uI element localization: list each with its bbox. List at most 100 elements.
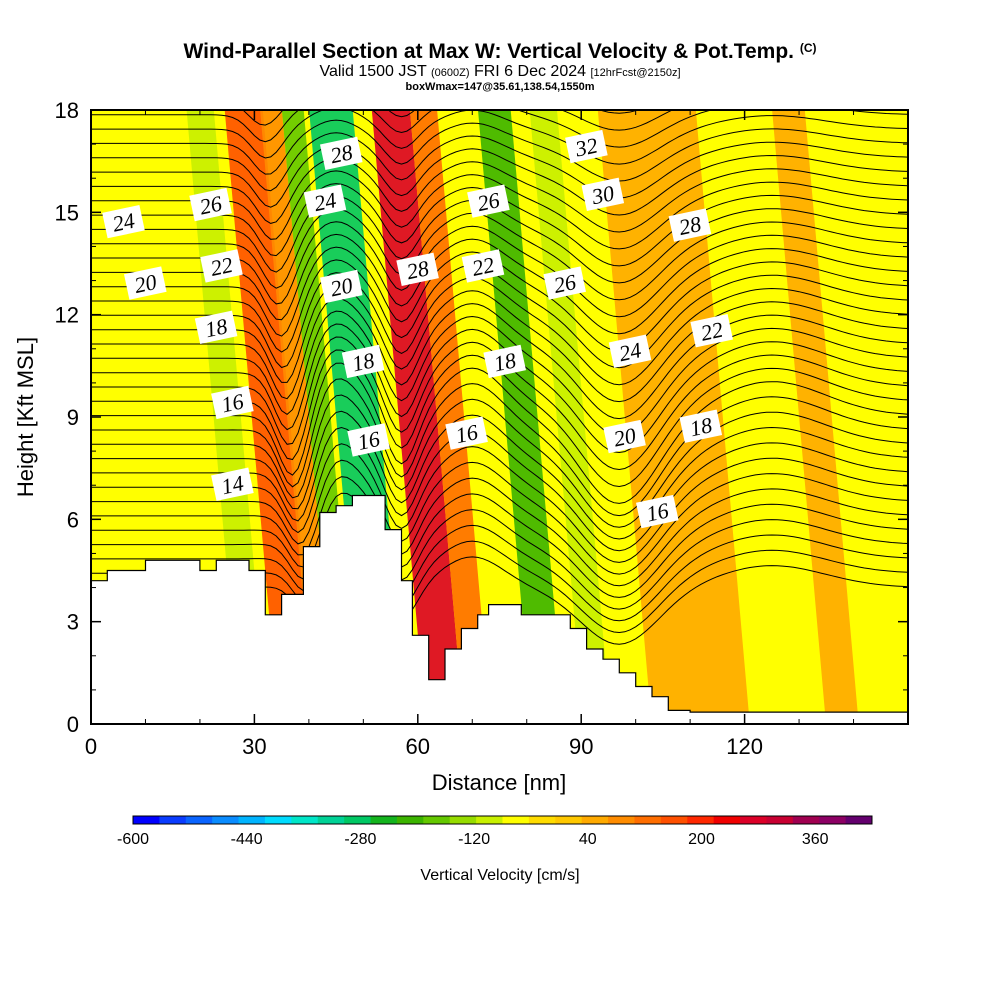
- theta-label: 26: [543, 266, 586, 300]
- theta-label: 28: [320, 136, 363, 170]
- colorbar-swatch: [396, 816, 424, 824]
- theta-label: 28: [668, 208, 712, 242]
- y-axis-title: Height [Kft MSL]: [13, 337, 38, 497]
- colorbar-tick-label: -600: [117, 831, 149, 848]
- theta-label: 20: [603, 419, 646, 454]
- colorbar-swatch: [766, 816, 794, 824]
- theta-label-bg: [320, 269, 363, 304]
- chart-subtitle: Valid 1500 JST (0600Z) FRI 6 Dec 2024 [1…: [319, 63, 681, 80]
- theta-contour-line: [91, 524, 908, 622]
- theta-label-bg: [565, 129, 608, 164]
- w-band: [597, 110, 750, 724]
- theta-label-bg: [211, 385, 254, 420]
- x-tick-label: 0: [85, 734, 97, 759]
- theta-label-text: 20: [328, 272, 355, 301]
- theta-label-bg: [543, 266, 586, 300]
- theta-contour-line: [91, 208, 908, 301]
- colorbar-swatch: [634, 816, 662, 824]
- colorbar-tick-label: -280: [344, 831, 376, 848]
- theta-label-bg: [690, 314, 733, 348]
- colorbar-swatch: [344, 816, 371, 824]
- colorbar-swatch: [792, 816, 820, 824]
- theta-label-text: 24: [110, 208, 137, 237]
- theta-contour-line: [91, 44, 908, 79]
- theta-label-bg: [189, 187, 232, 222]
- theta-label-bg: [124, 266, 167, 300]
- y-tick-label: 18: [55, 98, 79, 123]
- theta-label-text: 16: [219, 388, 246, 417]
- colorbar: -600 -440 -280 -120 40 200 360: [117, 815, 873, 848]
- colorbar-frame: [132, 815, 873, 825]
- theta-label-bg: [679, 409, 723, 443]
- x-axis-title: Distance [nm]: [432, 770, 567, 795]
- theta-label-text: 26: [197, 190, 224, 219]
- theta-contour-line: [91, 378, 908, 517]
- theta-label-bg: [341, 344, 385, 379]
- theta-label: 24: [303, 184, 347, 218]
- x-tick-label: 90: [569, 734, 593, 759]
- theta-contour-line: [91, 157, 908, 233]
- theta-label-bg: [200, 249, 243, 283]
- theta-contour-line: [91, 459, 908, 575]
- theta-label-text: 20: [611, 422, 638, 451]
- theta-contour-line: [91, 492, 908, 598]
- colorbar-swatch: [238, 816, 266, 824]
- x-tick-label: 30: [242, 734, 266, 759]
- colorbar-tick-label: -440: [231, 831, 263, 848]
- colorbar-swatch: [528, 816, 556, 824]
- colorbar-swatch: [819, 816, 846, 824]
- theta-label-bg: [445, 416, 488, 450]
- theta-label: 20: [320, 269, 363, 304]
- theta-contour-line: [91, 110, 908, 165]
- terrain: [90, 494, 909, 725]
- colorbar-swatch: [291, 816, 319, 824]
- colorbar-swatch: [845, 816, 873, 824]
- theta-label: 18: [483, 344, 526, 379]
- colorbar-swatch: [133, 816, 160, 824]
- theta-contour-line: [91, 119, 908, 182]
- colorbar-swatch: [185, 816, 213, 824]
- theta-label: 18: [679, 409, 723, 443]
- theta-label: 16: [636, 494, 679, 529]
- colorbar-tick-label: 360: [802, 831, 829, 848]
- theta-contour-labels: 14 16 18 22 26 20 24 24 28 20 18 16 28 16 18 22 26 26 32 30…: [102, 129, 733, 529]
- theta-label-bg: [102, 204, 145, 239]
- colorbar-swatch: [317, 816, 345, 824]
- theta-label-text: 18: [688, 412, 715, 441]
- theta-label-bg: [461, 249, 505, 283]
- theta-label-text: 18: [350, 347, 377, 376]
- theta-label-bg: [581, 177, 625, 211]
- y-tick-label: 0: [67, 712, 79, 737]
- theta-label-bg: [483, 344, 526, 379]
- theta-contour-line: [91, 297, 908, 420]
- theta-label-text: 14: [219, 470, 246, 499]
- theta-label: 16: [445, 416, 488, 450]
- colorbar-swatch: [740, 816, 767, 824]
- theta-label-text: 18: [491, 347, 518, 376]
- theta-label: 24: [102, 204, 145, 239]
- theta-label-text: 18: [203, 313, 230, 342]
- colorbar-swatch: [713, 816, 741, 824]
- theta-contour-line: [91, 57, 908, 96]
- theta-contour-line: [91, 144, 908, 216]
- theta-label: 18: [341, 344, 385, 379]
- theta-label: 22: [200, 249, 243, 283]
- colorbar-tick-label: 40: [579, 831, 597, 848]
- theta-label-bg: [608, 334, 652, 368]
- theta-label-bg: [347, 423, 390, 457]
- theta-label: 18: [194, 310, 238, 344]
- colorbar-swatch: [476, 816, 503, 824]
- colorbar-swatch: [212, 816, 239, 824]
- chart-title: Wind-Parallel Section at Max W: Vertical…: [183, 40, 817, 63]
- theta-label-text: 32: [572, 132, 600, 161]
- theta-label-text: 26: [551, 269, 578, 298]
- theta-contour-line: [91, 394, 908, 528]
- theta-label-text: 28: [677, 211, 704, 240]
- y-tick-label: 3: [67, 610, 79, 635]
- theta-label-bg: [303, 184, 347, 218]
- box-info: boxWmax=147@35.61,138.54,1550m: [405, 81, 595, 93]
- colorbar-swatch: [264, 816, 292, 824]
- theta-label: 14: [211, 467, 254, 501]
- theta-label-bg: [194, 310, 238, 344]
- theta-label-text: 24: [312, 187, 339, 216]
